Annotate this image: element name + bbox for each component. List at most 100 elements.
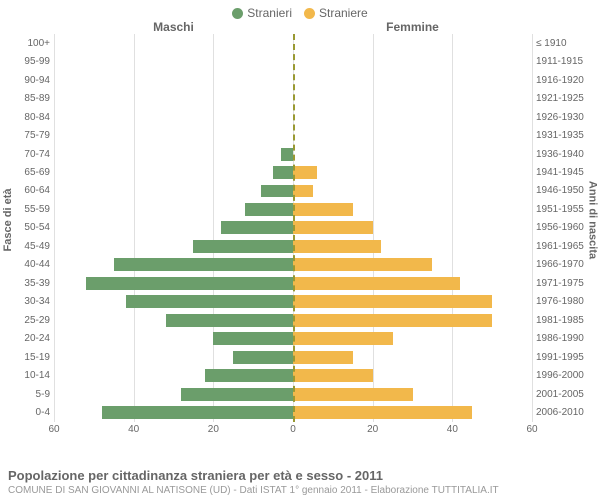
legend-swatch-female [304, 8, 315, 19]
x-tick-label: 20 [208, 424, 219, 435]
age-label: 100+ [0, 34, 54, 52]
x-tick-label: 40 [128, 424, 139, 435]
chart-area: 100+95-9990-9485-8980-8475-7970-7465-696… [0, 34, 600, 422]
x-tick-label: 60 [526, 424, 537, 435]
bar-male [166, 314, 293, 327]
age-label: 25-29 [0, 311, 54, 329]
birth-year-label: 1991-1995 [532, 348, 600, 366]
bar-male [245, 203, 293, 216]
birth-year-label: 1916-1920 [532, 71, 600, 89]
bar-male [181, 388, 293, 401]
birth-year-label: 1941-1945 [532, 163, 600, 181]
legend: Stranieri Straniere [0, 0, 600, 20]
age-label: 50-54 [0, 219, 54, 237]
age-label: 35-39 [0, 274, 54, 292]
bar-male [86, 277, 293, 290]
birth-year-label: 1976-1980 [532, 293, 600, 311]
y-axis-right: ≤ 19101911-19151916-19201921-19251926-19… [532, 34, 600, 422]
age-label: 75-79 [0, 126, 54, 144]
age-label: 95-99 [0, 52, 54, 70]
bar-male [205, 369, 293, 382]
birth-year-label: 1961-1965 [532, 237, 600, 255]
birth-year-label: 1951-1955 [532, 200, 600, 218]
x-tick-label: 40 [447, 424, 458, 435]
bar-female [293, 221, 373, 234]
birth-year-label: 1926-1930 [532, 108, 600, 126]
side-titles: Maschi Femmine [0, 20, 600, 34]
bar-female [293, 277, 460, 290]
side-title-right: Femmine [293, 20, 532, 34]
age-label: 65-69 [0, 163, 54, 181]
age-label: 40-44 [0, 256, 54, 274]
legend-item-female: Straniere [304, 6, 368, 20]
age-label: 15-19 [0, 348, 54, 366]
legend-item-male: Stranieri [232, 6, 292, 20]
bar-female [293, 388, 413, 401]
bar-male [233, 351, 293, 364]
bar-female [293, 406, 472, 419]
age-label: 90-94 [0, 71, 54, 89]
birth-year-label: 1996-2000 [532, 366, 600, 384]
bar-female [293, 240, 381, 253]
age-label: 5-9 [0, 385, 54, 403]
bar-female [293, 203, 353, 216]
side-title-left: Maschi [54, 20, 293, 34]
birth-year-label: 1966-1970 [532, 256, 600, 274]
legend-label-female: Straniere [319, 6, 368, 20]
legend-swatch-male [232, 8, 243, 19]
birth-year-label: 1911-1915 [532, 52, 600, 70]
y-axis-left: 100+95-9990-9485-8980-8475-7970-7465-696… [0, 34, 54, 422]
age-label: 45-49 [0, 237, 54, 255]
bar-female [293, 369, 373, 382]
age-label: 55-59 [0, 200, 54, 218]
center-line [293, 34, 295, 422]
age-label: 80-84 [0, 108, 54, 126]
chart-subtitle: COMUNE DI SAN GIOVANNI AL NATISONE (UD) … [8, 485, 592, 496]
x-axis: 60 40 20 0 20 40 60 [0, 422, 600, 440]
x-axis-ticks: 6040200204060 [54, 422, 532, 440]
gridline [532, 34, 533, 422]
age-label: 70-74 [0, 145, 54, 163]
bar-female [293, 185, 313, 198]
age-label: 10-14 [0, 366, 54, 384]
birth-year-label: 2001-2005 [532, 385, 600, 403]
x-tick-label: 0 [290, 424, 296, 435]
bar-male [102, 406, 293, 419]
x-tick-label: 60 [48, 424, 59, 435]
bar-male [213, 332, 293, 345]
birth-year-label: 1956-1960 [532, 219, 600, 237]
birth-year-label: 1921-1925 [532, 89, 600, 107]
legend-label-male: Stranieri [247, 6, 292, 20]
birth-year-label: 1946-1950 [532, 182, 600, 200]
birth-year-label: 1981-1985 [532, 311, 600, 329]
age-label: 0-4 [0, 403, 54, 421]
chart-title: Popolazione per cittadinanza straniera p… [8, 468, 592, 483]
bar-male [273, 166, 293, 179]
age-label: 60-64 [0, 182, 54, 200]
x-tick-label: 20 [367, 424, 378, 435]
birth-year-label: 2006-2010 [532, 403, 600, 421]
footer: Popolazione per cittadinanza straniera p… [8, 468, 592, 496]
birth-year-label: ≤ 1910 [532, 34, 600, 52]
birth-year-label: 1936-1940 [532, 145, 600, 163]
bar-male [281, 148, 293, 161]
age-label: 30-34 [0, 293, 54, 311]
chart-container: Fasce di età Anni di nascita Stranieri S… [0, 0, 600, 500]
bar-male [221, 221, 293, 234]
birth-year-label: 1931-1935 [532, 126, 600, 144]
bar-female [293, 258, 432, 271]
age-label: 20-24 [0, 330, 54, 348]
bar-female [293, 314, 492, 327]
birth-year-label: 1971-1975 [532, 274, 600, 292]
bar-female [293, 332, 393, 345]
bar-female [293, 166, 317, 179]
bar-female [293, 295, 492, 308]
birth-year-label: 1986-1990 [532, 330, 600, 348]
bar-female [293, 351, 353, 364]
plot [54, 34, 532, 422]
bar-male [126, 295, 293, 308]
age-label: 85-89 [0, 89, 54, 107]
bar-male [114, 258, 293, 271]
bar-male [261, 185, 293, 198]
bar-male [193, 240, 293, 253]
